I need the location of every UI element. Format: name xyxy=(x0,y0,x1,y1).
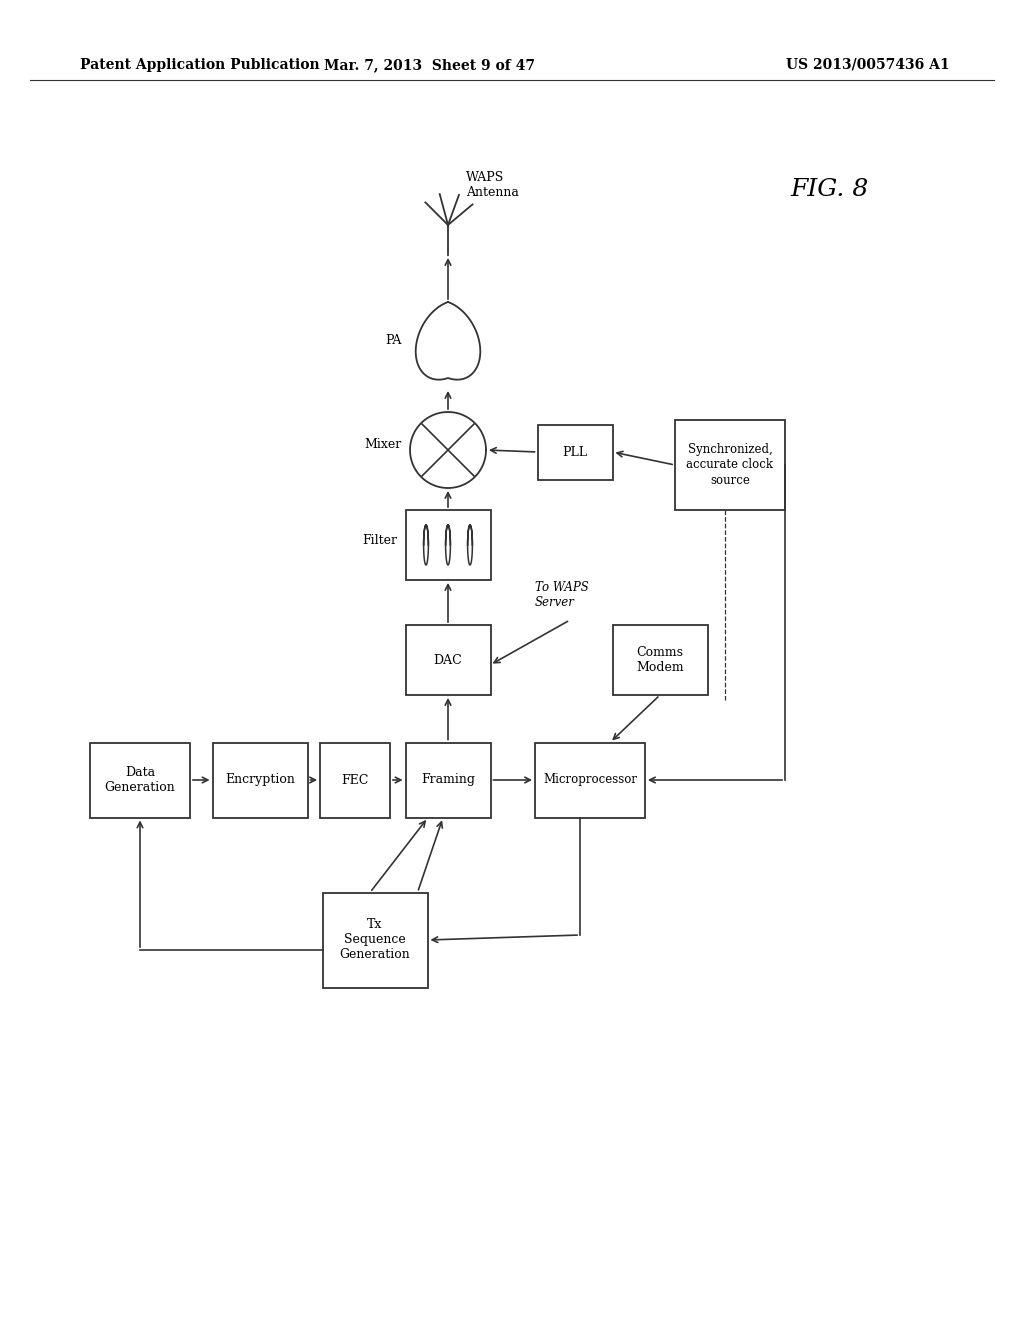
Text: Encryption: Encryption xyxy=(225,774,295,787)
Bar xyxy=(675,420,785,510)
Text: DAC: DAC xyxy=(433,653,463,667)
Text: PLL: PLL xyxy=(562,446,588,458)
Text: Mixer: Mixer xyxy=(365,438,402,451)
Bar xyxy=(406,624,490,696)
Bar xyxy=(535,742,645,817)
Bar xyxy=(323,892,427,987)
Text: FEC: FEC xyxy=(341,774,369,787)
Text: Microprocessor: Microprocessor xyxy=(543,774,637,787)
Bar xyxy=(538,425,612,479)
Bar xyxy=(612,624,708,696)
Text: WAPS
Antenna: WAPS Antenna xyxy=(466,172,519,199)
Bar xyxy=(406,742,490,817)
Text: Comms
Modem: Comms Modem xyxy=(636,645,684,675)
Bar xyxy=(213,742,307,817)
Text: Synchronized,
accurate clock
source: Synchronized, accurate clock source xyxy=(686,444,773,487)
Bar xyxy=(406,510,490,579)
Text: Filter: Filter xyxy=(362,533,397,546)
Text: Mar. 7, 2013  Sheet 9 of 47: Mar. 7, 2013 Sheet 9 of 47 xyxy=(325,58,536,73)
Text: Tx
Sequence
Generation: Tx Sequence Generation xyxy=(340,919,411,961)
Text: PA: PA xyxy=(386,334,402,346)
Text: FIG. 8: FIG. 8 xyxy=(790,178,868,202)
Text: Patent Application Publication: Patent Application Publication xyxy=(80,58,319,73)
Text: Data
Generation: Data Generation xyxy=(104,766,175,795)
Text: To WAPS
Server: To WAPS Server xyxy=(535,581,589,609)
Bar xyxy=(319,742,390,817)
Text: Framing: Framing xyxy=(421,774,475,787)
Bar xyxy=(90,742,190,817)
Text: US 2013/0057436 A1: US 2013/0057436 A1 xyxy=(786,58,950,73)
